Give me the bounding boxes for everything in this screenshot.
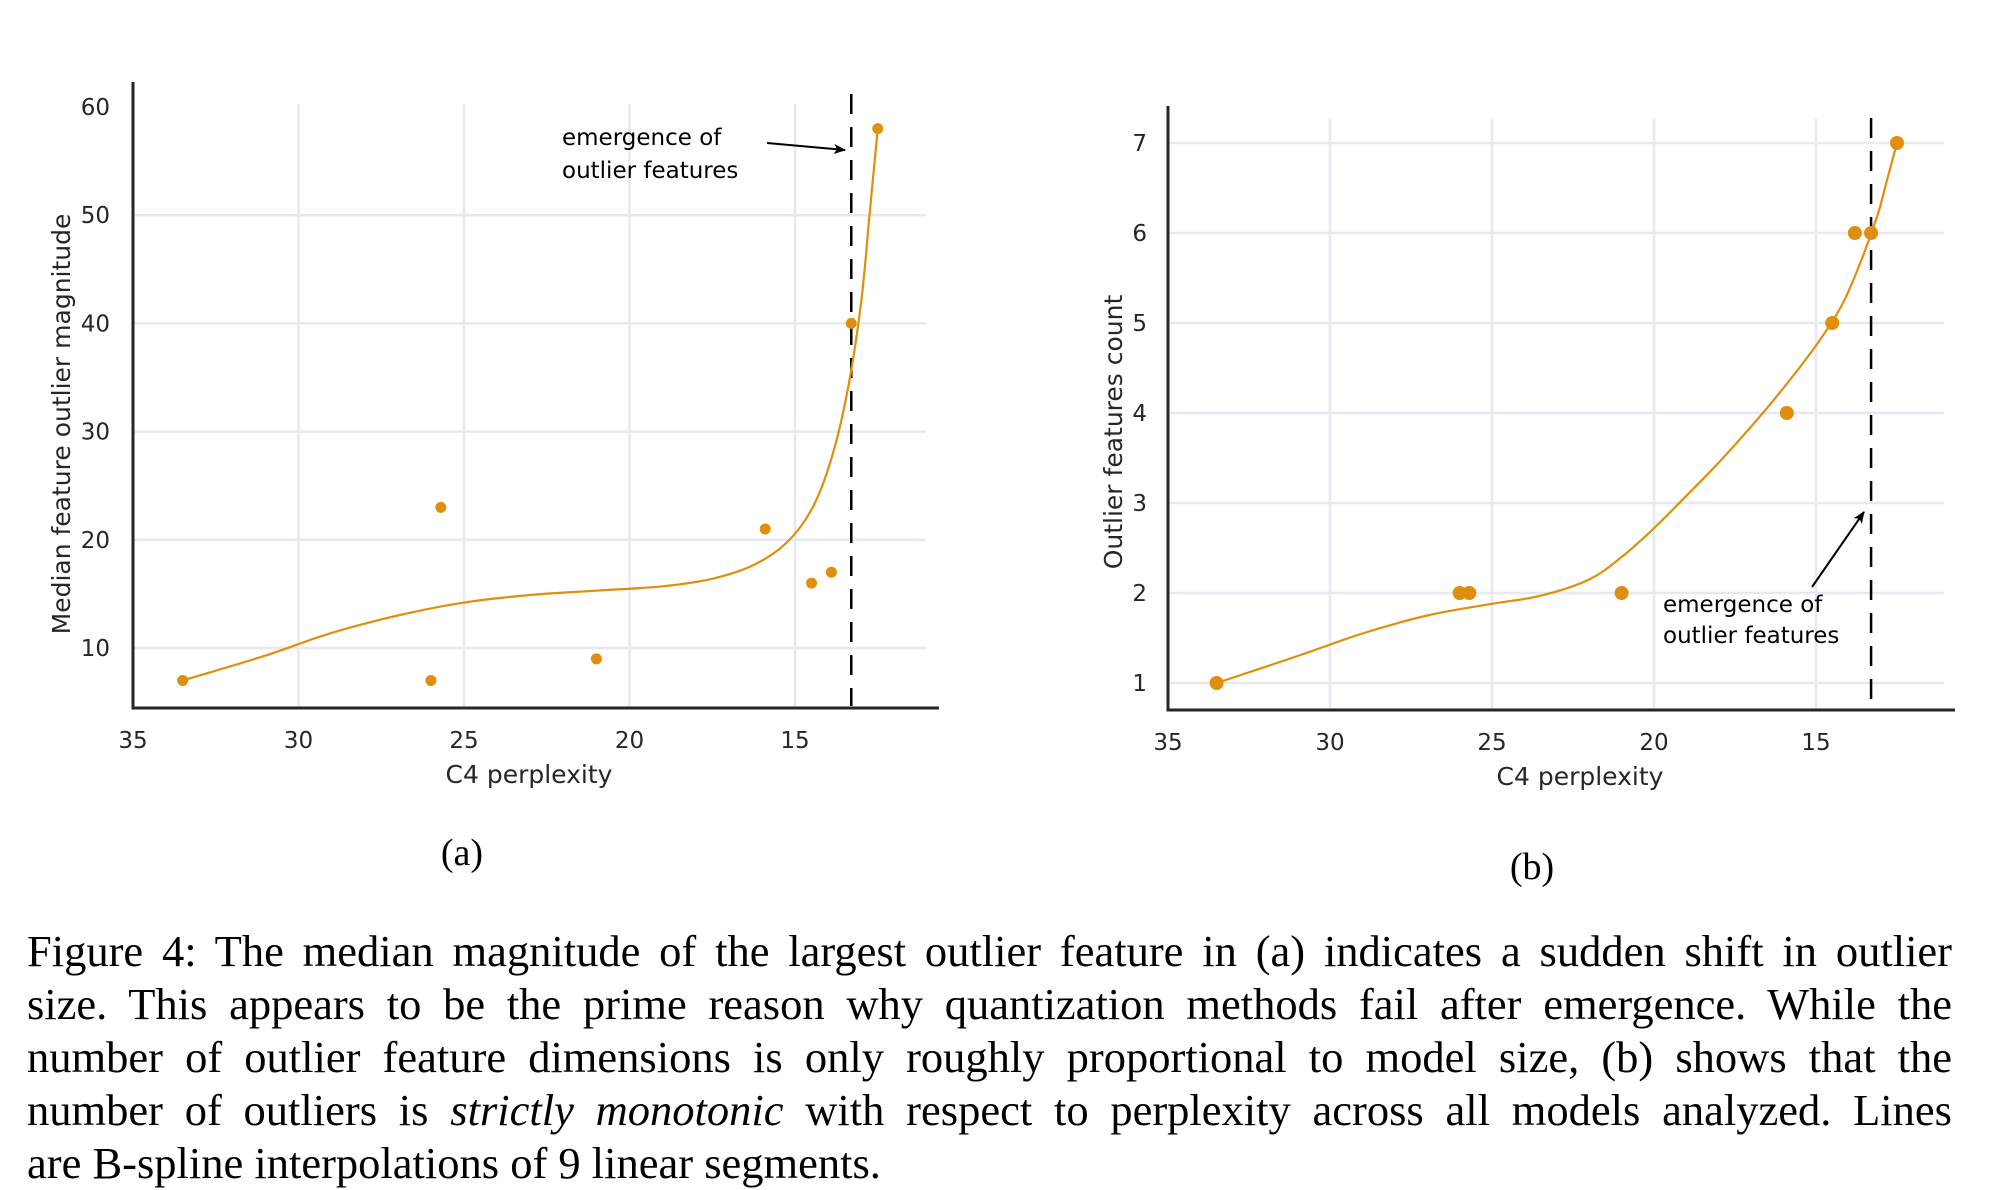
chart-a-fit bbox=[182, 128, 879, 682]
fit-line bbox=[1216, 142, 1899, 685]
y-tick-label: 4 bbox=[1132, 401, 1147, 427]
y-tick-label: 20 bbox=[81, 528, 110, 554]
x-tick-label: 15 bbox=[1801, 730, 1830, 756]
y-tick-label: 2 bbox=[1132, 581, 1147, 607]
chart-a-points bbox=[177, 123, 884, 686]
data-point bbox=[806, 577, 818, 589]
chart-b-annotation-arrow bbox=[1811, 511, 1865, 588]
caption-line-4-end: with respect to perplexity across all mo… bbox=[783, 1085, 1952, 1135]
y-tick-label: 30 bbox=[81, 420, 110, 446]
chart-a-panel-label: (a) bbox=[441, 832, 483, 874]
data-point bbox=[1864, 226, 1879, 240]
y-tick-label: 60 bbox=[81, 95, 110, 121]
data-point bbox=[1452, 586, 1467, 600]
x-tick-label: 30 bbox=[1315, 730, 1344, 756]
caption-emphasis: strictly monotonic bbox=[450, 1085, 784, 1135]
data-point bbox=[435, 501, 447, 513]
caption-line-4-start: number of outliers is bbox=[27, 1085, 451, 1135]
y-tick-label: 1 bbox=[1132, 671, 1147, 697]
chart-b-ylabel: Outlier features count bbox=[1099, 295, 1128, 570]
x-tick-label: 30 bbox=[284, 728, 313, 754]
chart-b-panel-label: (b) bbox=[1510, 846, 1554, 888]
chart-a: 35 30 25 20 15 10 20 30 40 50 60 C4 perplexity Med… bbox=[47, 82, 939, 874]
chart-a-annotation-arrow bbox=[766, 142, 846, 154]
chart-b-annotation-line-1: emergence of bbox=[1663, 592, 1823, 618]
data-point bbox=[759, 523, 771, 535]
x-tick-label: 35 bbox=[118, 728, 147, 754]
chart-b-xlabel: C4 perplexity bbox=[1497, 762, 1664, 791]
data-point bbox=[1890, 136, 1904, 150]
data-point bbox=[1825, 316, 1840, 330]
data-point bbox=[845, 317, 857, 329]
data-point bbox=[1614, 586, 1629, 600]
chart-a-annotation-line-1: emergence of bbox=[562, 125, 722, 151]
chart-b-points bbox=[1209, 136, 1904, 690]
x-tick-label: 15 bbox=[780, 728, 809, 754]
data-point bbox=[1847, 226, 1862, 240]
fit-line bbox=[182, 128, 879, 682]
chart-a-ylabel: Median feature outlier magnitude bbox=[47, 214, 76, 635]
data-point bbox=[1779, 406, 1794, 420]
chart-a-tick-labels: 35 30 25 20 15 10 20 30 40 50 60 bbox=[81, 95, 810, 754]
chart-b-axes bbox=[1166, 106, 1955, 712]
x-tick-label: 20 bbox=[1639, 730, 1668, 756]
y-tick-label: 6 bbox=[1132, 221, 1147, 247]
x-tick-label: 25 bbox=[1477, 730, 1506, 756]
caption-line-1: Figure 4: The median magnitude of the la… bbox=[27, 926, 1952, 976]
chart-a-axes bbox=[131, 82, 939, 710]
data-point bbox=[1209, 676, 1224, 690]
chart-b-annotation-line-2: outlier features bbox=[1663, 623, 1839, 649]
y-tick-label: 50 bbox=[81, 203, 110, 229]
caption-line-3: number of outlier feature dimensions is … bbox=[27, 1032, 1952, 1082]
chart-a-annotation-line-2: outlier features bbox=[562, 158, 738, 184]
caption-line-5: are B-spline interpolations of 9 linear … bbox=[27, 1138, 881, 1188]
chart-a-xlabel: C4 perplexity bbox=[446, 760, 613, 789]
y-tick-label: 40 bbox=[81, 311, 110, 337]
figure-caption: Figure 4: The median magnitude of the la… bbox=[27, 925, 1952, 1190]
data-point bbox=[177, 674, 189, 686]
chart-b-fit bbox=[1216, 142, 1899, 685]
x-tick-label: 25 bbox=[449, 728, 478, 754]
caption-line-4: number of outliers is strictly monotonic… bbox=[27, 1084, 1952, 1137]
caption-line-2: size. This appears to be the prime reaso… bbox=[27, 979, 1952, 1029]
data-point bbox=[425, 674, 437, 686]
x-tick-label: 20 bbox=[615, 728, 644, 754]
y-tick-label: 10 bbox=[81, 636, 110, 662]
y-tick-label: 7 bbox=[1132, 131, 1147, 157]
data-point bbox=[872, 123, 884, 135]
chart-b-grid bbox=[1168, 119, 1944, 710]
data-point bbox=[1462, 586, 1477, 600]
y-tick-label: 5 bbox=[1132, 311, 1147, 337]
chart-b: 35 30 25 20 15 1 2 3 4 5 6 7 C4 perplexity Outlier … bbox=[1099, 106, 1955, 888]
chart-b-tick-labels: 35 30 25 20 15 1 2 3 4 5 6 7 bbox=[1132, 131, 1830, 756]
data-point bbox=[825, 566, 837, 578]
data-point bbox=[590, 653, 602, 665]
chart-a-grid bbox=[133, 104, 926, 708]
x-tick-label: 35 bbox=[1153, 730, 1182, 756]
y-tick-label: 3 bbox=[1132, 491, 1147, 517]
